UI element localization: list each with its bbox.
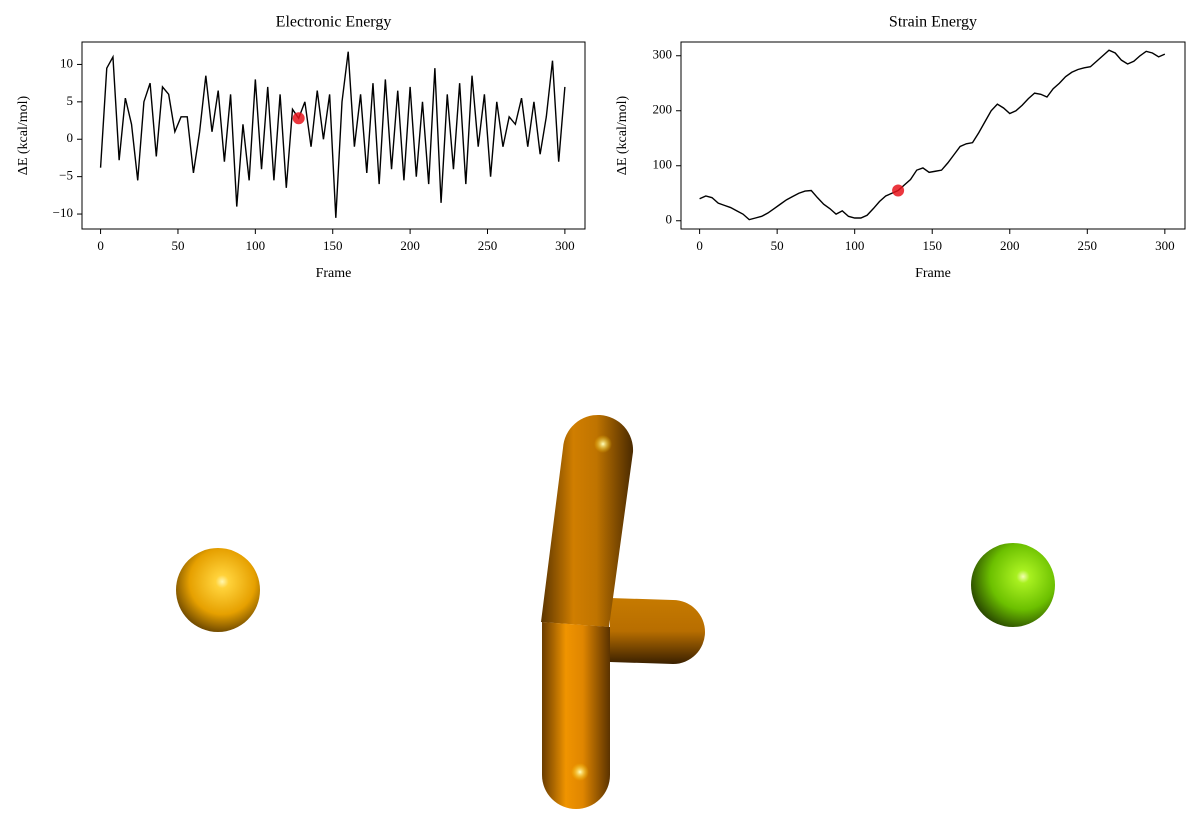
data-line [699,49,1166,221]
x-axis-label: Frame [915,266,951,281]
data-line [99,51,566,218]
y-tick-label: 200 [653,102,673,117]
x-tick-label: 100 [246,238,266,253]
y-axis-label: ΔE (kcal/mol) [16,95,31,175]
y-tick-label: 0 [666,212,673,227]
highlight-point [292,112,305,125]
highlight [594,435,612,453]
x-axis-label: Frame [316,266,352,281]
bond [542,622,610,809]
plot-frame [680,41,1186,230]
x-tick-label: 0 [696,238,703,253]
x-tick-label: 50 [771,238,784,253]
y-tick-label: 300 [653,47,673,62]
y-tick-label: 100 [653,157,673,172]
y-tick-label: 10 [60,55,73,70]
bond [610,598,705,664]
x-tick-label: 0 [97,238,104,253]
atom [176,548,260,632]
x-tick-label: 150 [323,238,343,253]
y-axis-label: ΔE (kcal/mol) [615,95,630,175]
y-tick-label: −5 [59,168,73,183]
highlight [571,763,589,781]
x-tick-label: 250 [478,238,498,253]
plot-frame [81,41,586,230]
chart-title: Strain Energy [889,14,977,31]
y-tick-label: 5 [67,93,74,108]
highlight-point [892,184,905,197]
x-tick-label: 300 [1155,238,1175,253]
y-tick-label: 0 [67,130,74,145]
x-tick-label: 100 [845,238,865,253]
x-tick-label: 150 [922,238,942,253]
x-tick-label: 200 [400,238,420,253]
y-tick-label: −10 [53,205,73,220]
x-tick-label: 200 [1000,238,1020,253]
x-tick-label: 50 [171,238,184,253]
chart-title: Electronic Energy [276,14,392,31]
x-tick-label: 250 [1078,238,1098,253]
bond [541,414,634,627]
atom [971,543,1055,627]
x-tick-label: 300 [555,238,575,253]
molecule-view [176,414,1055,809]
